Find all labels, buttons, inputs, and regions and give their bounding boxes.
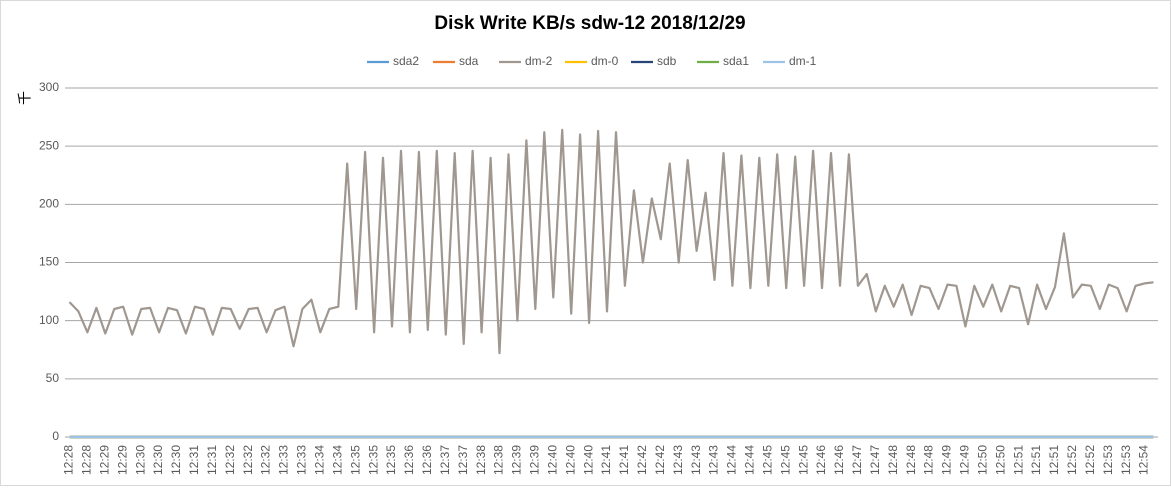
x-tick-label: 12:33 [277,445,291,475]
x-tick-label: 12:46 [832,445,846,475]
x-tick-label: 12:44 [743,445,757,475]
legend-label: sda2 [393,54,419,68]
x-tick-label: 12:43 [689,445,703,475]
x-tick-label: 12:32 [241,445,255,475]
x-tick-label: 12:30 [133,445,147,475]
y-tick-label: 300 [39,80,59,94]
y-unit-label: 千 [17,91,33,105]
x-tick-label: 12:30 [169,445,183,475]
x-tick-label: 12:32 [259,445,273,475]
x-tick-label: 12:37 [456,445,470,475]
x-tick-label: 12:32 [223,445,237,475]
x-tick-label: 12:52 [1065,445,1079,475]
x-tick-label: 12:45 [796,445,810,475]
x-tick-label: 12:54 [1137,445,1151,475]
x-tick-label: 12:53 [1101,445,1115,475]
x-tick-label: 12:51 [1047,445,1061,475]
x-tick-label: 12:39 [528,445,542,475]
x-tick-label: 12:49 [958,445,972,475]
x-tick-label: 12:36 [402,445,416,475]
x-tick-label: 12:43 [671,445,685,475]
x-tick-label: 12:38 [474,445,488,475]
x-tick-label: 12:47 [868,445,882,475]
y-tick-label: 0 [52,429,59,443]
y-tick-label: 200 [39,197,59,211]
x-tick-label: 12:45 [760,445,774,475]
legend-label: sda [459,54,479,68]
x-tick-label: 12:52 [1083,445,1097,475]
x-tick-label: 12:41 [599,445,613,475]
x-tick-label: 12:39 [510,445,524,475]
x-tick-label: 12:40 [545,445,559,475]
chart-title: Disk Write KB/s sdw-12 2018/12/29 [434,13,745,34]
x-tick-label: 12:46 [814,445,828,475]
x-tick-label: 12:37 [438,445,452,475]
legend-label: sdb [657,54,677,68]
x-tick-label: 12:40 [581,445,595,475]
x-tick-label: 12:33 [295,445,309,475]
x-tick-label: 12:50 [975,445,989,475]
x-tick-label: 12:38 [492,445,506,475]
x-tick-label: 12:51 [1029,445,1043,475]
x-tick-label: 12:43 [707,445,721,475]
x-tick-label: 12:30 [151,445,165,475]
x-tick-label: 12:29 [97,445,111,475]
x-tick-label: 12:41 [617,445,631,475]
x-tick-label: 12:31 [187,445,201,475]
y-tick-label: 50 [46,371,60,385]
x-tick-label: 12:49 [940,445,954,475]
x-tick-label: 12:44 [725,445,739,475]
x-tick-label: 12:48 [886,445,900,475]
series-line [68,128,1154,355]
legend-label: sda1 [723,54,749,68]
x-tick-label: 12:48 [904,445,918,475]
x-tick-label: 12:35 [384,445,398,475]
x-tick-label: 12:28 [80,445,94,475]
x-tick-label: 12:34 [330,445,344,475]
x-tick-label: 12:47 [850,445,864,475]
x-tick-label: 12:53 [1119,445,1133,475]
x-tick-label: 12:29 [115,445,129,475]
x-tick-label: 12:31 [205,445,219,475]
x-tick-label: 12:50 [993,445,1007,475]
x-tick-label: 12:42 [653,445,667,475]
x-tick-label: 12:40 [563,445,577,475]
x-tick-label: 12:36 [420,445,434,475]
x-tick-label: 12:51 [1011,445,1025,475]
y-tick-label: 250 [39,138,59,152]
x-tick-label: 12:35 [348,445,362,475]
legend-label: dm-1 [789,54,817,68]
y-tick-label: 100 [39,313,59,327]
y-tick-label: 150 [39,255,59,269]
x-tick-label: 12:34 [313,445,327,475]
legend-label: dm-0 [591,54,619,68]
x-tick-label: 12:48 [922,445,936,475]
legend-label: dm-2 [525,54,553,68]
x-tick-label: 12:42 [635,445,649,475]
x-tick-label: 12:28 [62,445,76,475]
x-tick-label: 12:35 [366,445,380,475]
x-tick-label: 12:45 [778,445,792,475]
